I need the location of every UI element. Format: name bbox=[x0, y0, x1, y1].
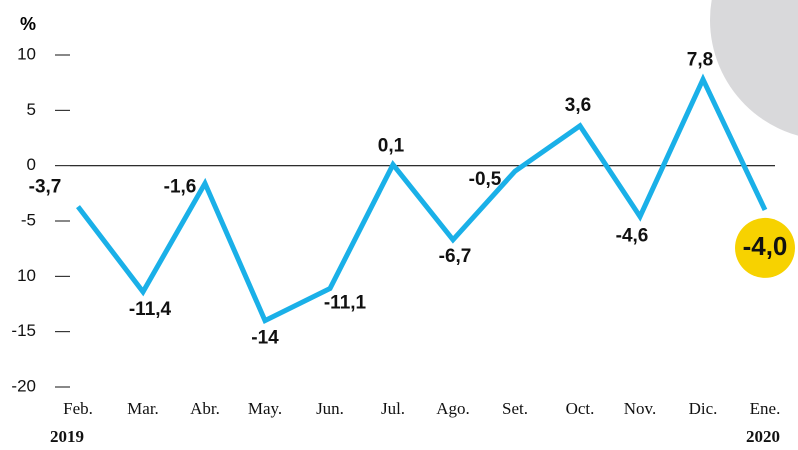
x-tick-label: Jun. bbox=[316, 399, 344, 418]
x-tick-label: Dic. bbox=[689, 399, 718, 418]
value-label: 3,6 bbox=[565, 95, 591, 116]
y-tick-label: 10 bbox=[17, 266, 36, 285]
unit-label: % bbox=[20, 14, 36, 34]
value-label: 0,1 bbox=[378, 136, 405, 157]
y-tick-label: -15 bbox=[11, 321, 36, 340]
value-label: 7,8 bbox=[687, 49, 713, 70]
y-tick-label: -20 bbox=[11, 376, 36, 395]
x-tick-label: Nov. bbox=[624, 399, 656, 418]
value-label: -14 bbox=[251, 328, 279, 349]
value-label: -3,7 bbox=[29, 177, 62, 198]
x-tick-label: Jul. bbox=[381, 399, 405, 418]
x-tick-label: Feb. bbox=[63, 399, 93, 418]
x-tick-label: Oct. bbox=[566, 399, 595, 418]
x-tick-label: Mar. bbox=[127, 399, 159, 418]
x-tick-label: Ago. bbox=[436, 399, 470, 418]
x-tick-label: Ene. bbox=[750, 399, 781, 418]
value-label: -11,4 bbox=[129, 299, 172, 320]
x-tick-label: May. bbox=[248, 399, 282, 418]
y-tick-label: 10 bbox=[17, 44, 36, 63]
chart: % 10 5 0 -5 10 -15 -20 -3,7 Feb. -11,4 Mar. -1,6 Abr… bbox=[0, 0, 798, 450]
value-label: -4,6 bbox=[616, 226, 649, 247]
y-tick-label: 0 bbox=[27, 155, 36, 174]
year-label: 2020 bbox=[746, 427, 780, 446]
y-tick-label: -5 bbox=[21, 210, 36, 229]
value-label: -1,6 bbox=[164, 176, 197, 197]
y-tick-label: 5 bbox=[27, 100, 36, 119]
x-tick-label: Set. bbox=[502, 399, 528, 418]
value-label: -6,7 bbox=[439, 246, 472, 267]
line bbox=[78, 79, 765, 320]
value-label: -4,0 bbox=[743, 231, 788, 261]
x-tick-label: Abr. bbox=[190, 399, 220, 418]
year-label: 2019 bbox=[50, 427, 84, 446]
value-label: -11,1 bbox=[324, 293, 367, 314]
value-label: -0,5 bbox=[469, 169, 502, 190]
